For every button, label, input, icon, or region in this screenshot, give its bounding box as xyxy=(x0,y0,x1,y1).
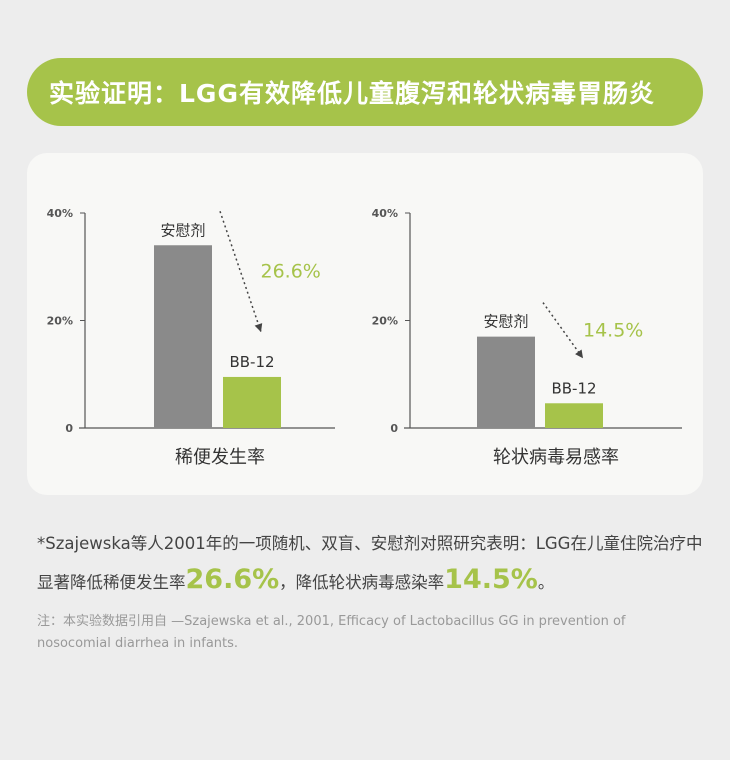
source-citation: 注：本实验数据引用自 —Szajewska et al., 2001, Effi… xyxy=(37,614,626,651)
chart1-bar-placebo xyxy=(154,245,212,428)
chart1-tick-label: 0 xyxy=(65,422,73,435)
chart1-reduction-value: 26.6% xyxy=(261,261,321,283)
chart2-bar-placebo xyxy=(477,336,535,428)
chart1-tick-label: 20% xyxy=(47,315,73,328)
note-value-1: 26.6% xyxy=(185,564,280,595)
chart2-arrow-line xyxy=(542,302,584,359)
chart1-bar-label: BB-12 xyxy=(229,353,274,371)
chart2-bar-label: 安慰剂 xyxy=(483,313,528,331)
chart2-arrow-head xyxy=(575,349,583,359)
banner-title: 实验证明：LGG有效降低儿童腹泻和轮状病毒胃肠炎 xyxy=(49,79,655,108)
chart2-bar-label: BB-12 xyxy=(551,379,596,397)
chart-card: 0 20% 40% 安慰剂 BB-12 26.6% 稀便发生率 0 20% 40% 安慰剂 BB-12… xyxy=(27,153,703,495)
chart1-bar-bb12 xyxy=(223,376,281,428)
chart1-x-label: 稀便发生率 xyxy=(175,447,265,468)
chart2-tick-label: 40% xyxy=(372,207,398,220)
chart2-tick-label: 0 xyxy=(390,422,398,435)
note-text-3: 。 xyxy=(537,573,555,592)
charts-svg: 0 20% 40% 安慰剂 BB-12 26.6% 稀便发生率 0 20% 40% 安慰剂 BB-12… xyxy=(47,207,682,468)
chart2-tick-label: 20% xyxy=(372,315,398,328)
study-note: *Szajewska等人2001年的一项随机、双盲、安慰剂对照研究表明：LGG在… xyxy=(37,526,707,601)
chart2-x-label: 轮状病毒易感率 xyxy=(493,447,619,468)
chart2-bar-bb12 xyxy=(545,403,603,428)
chart2-reduction-value: 14.5% xyxy=(583,319,643,341)
chart1-arrow-line xyxy=(219,211,262,333)
chart1-tick-label: 40% xyxy=(47,207,73,220)
title-banner: 实验证明：LGG有效降低儿童腹泻和轮状病毒胃肠炎 xyxy=(27,58,703,126)
note-text-2: ，降低轮状病毒感染率 xyxy=(279,573,445,592)
note-text-1: *Szajewska等人2001年的一项随机、双盲、安慰剂对照研究表明：LGG在… xyxy=(37,534,703,592)
chart1-bar-label: 安慰剂 xyxy=(160,221,205,239)
note-value-2: 14.5% xyxy=(444,564,538,595)
chart1-arrow-head xyxy=(254,323,263,332)
